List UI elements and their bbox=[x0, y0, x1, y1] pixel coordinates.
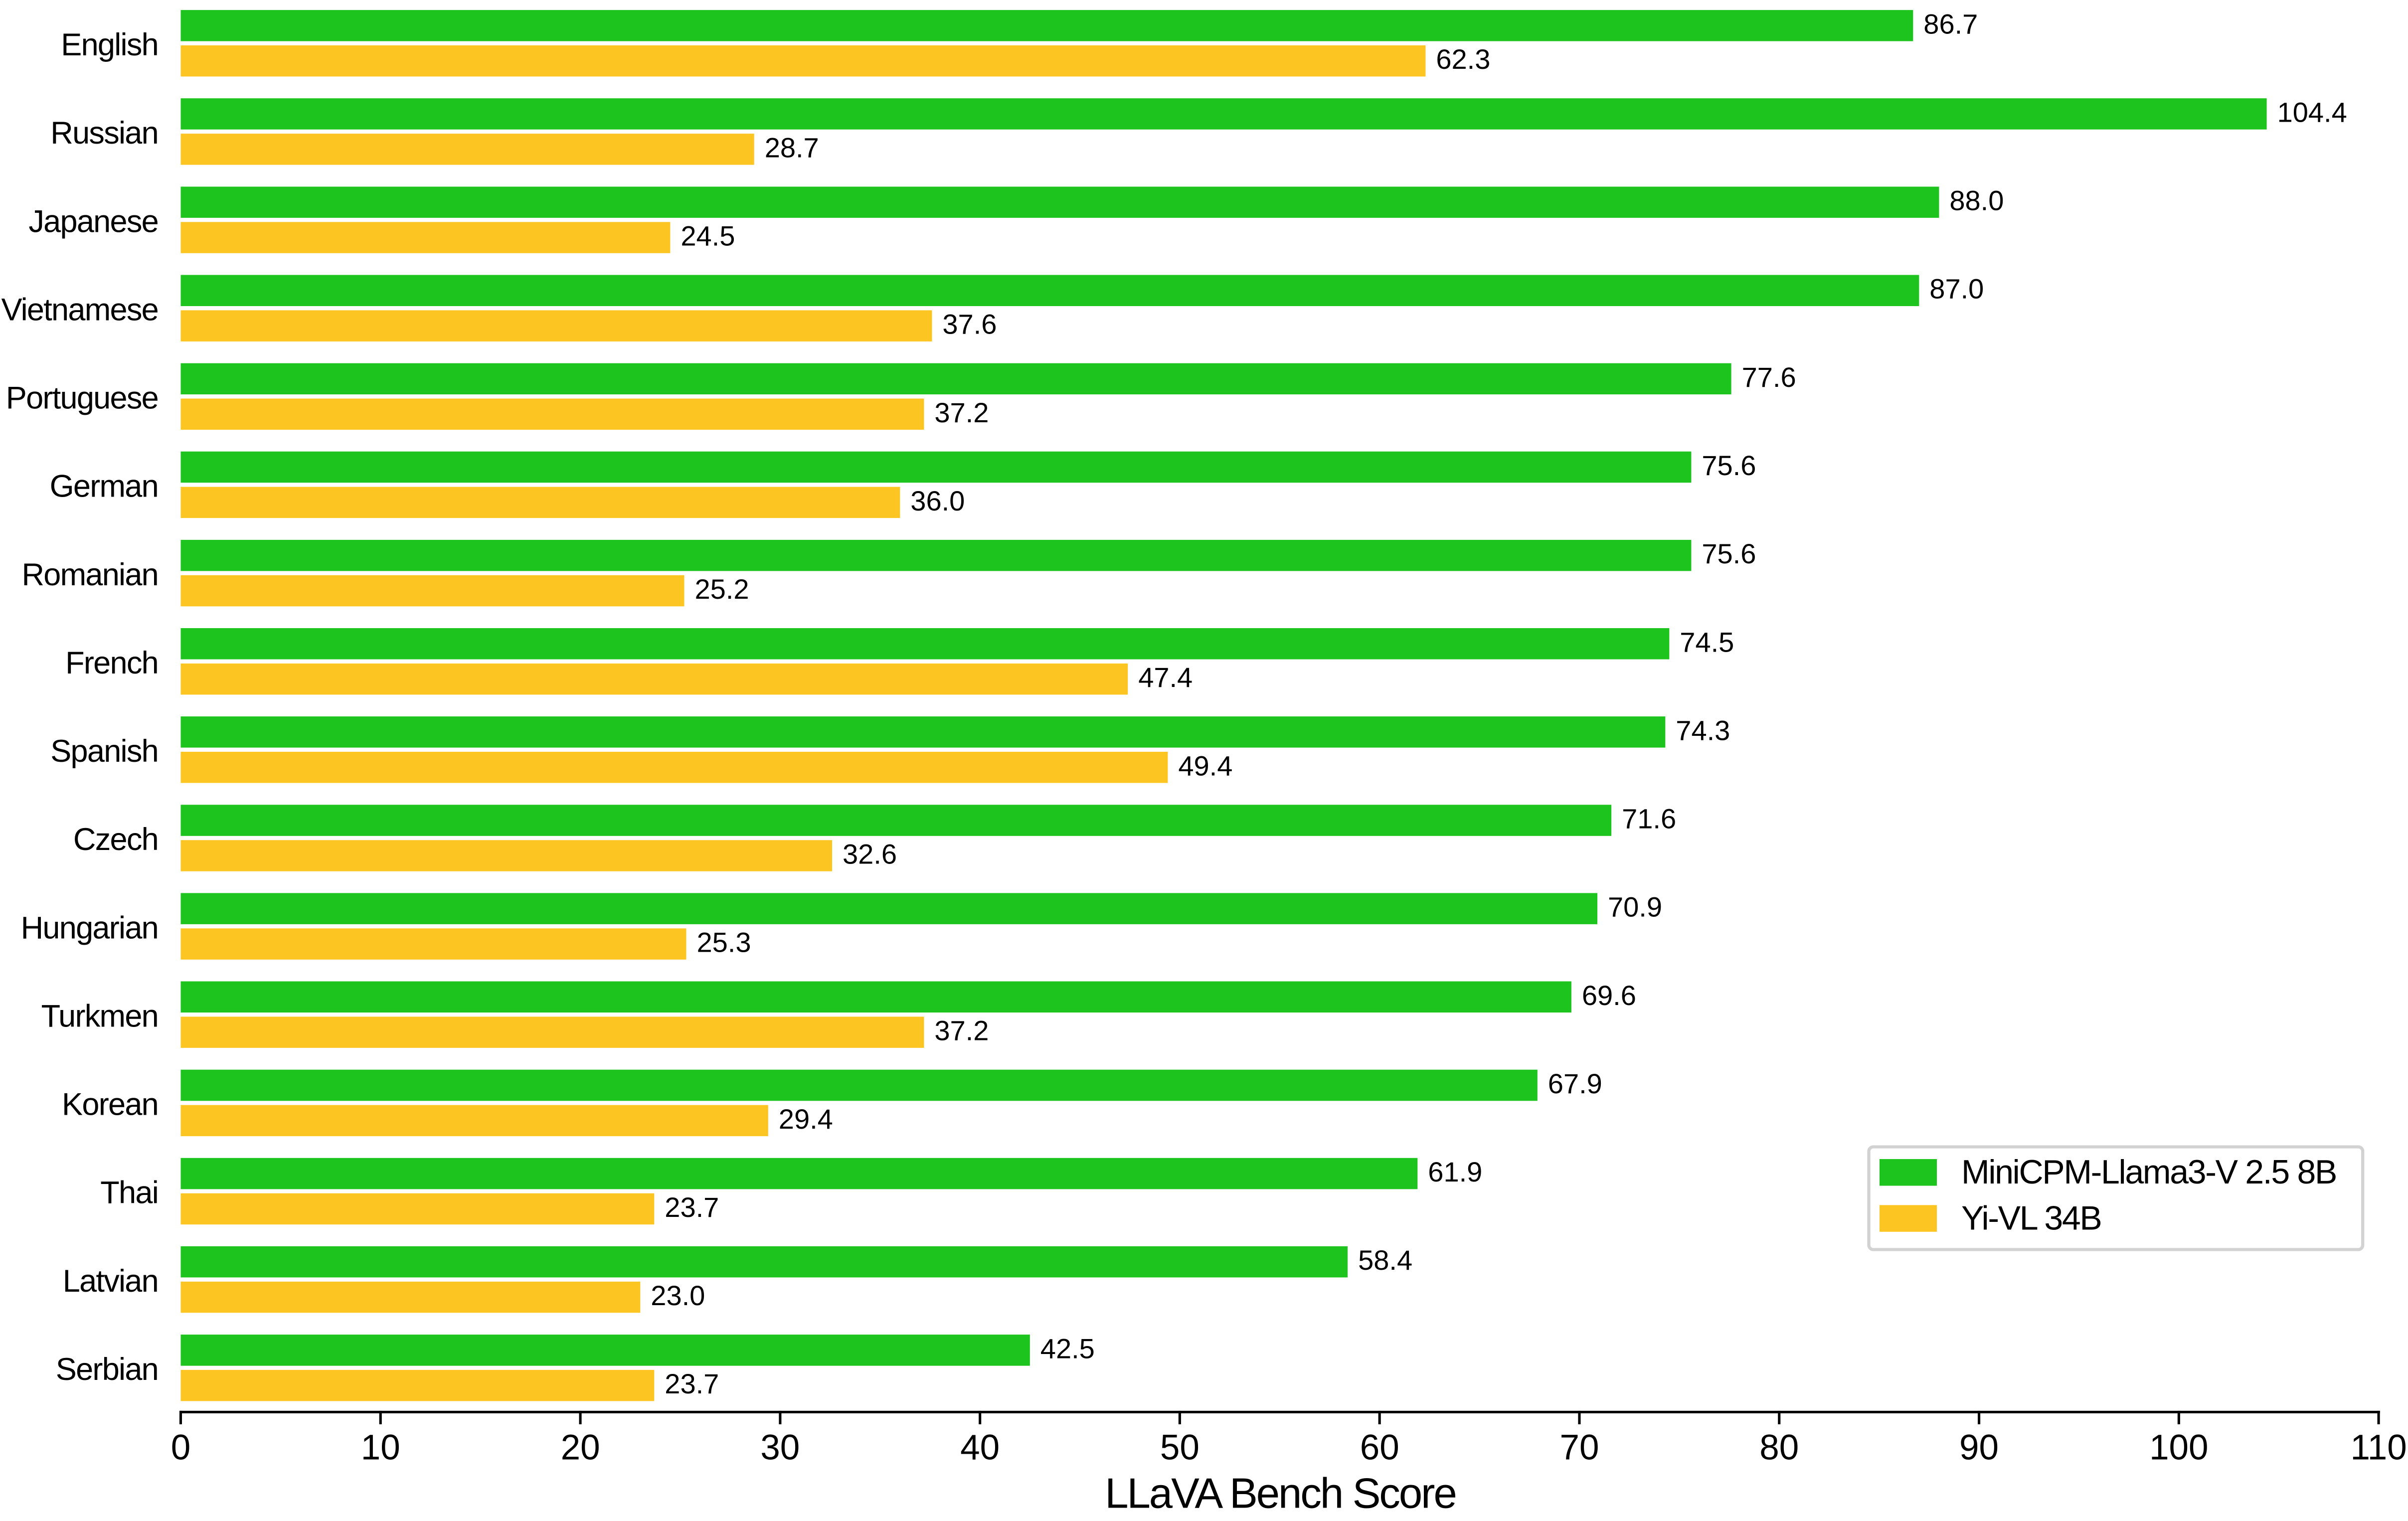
svg-text:Japanese: Japanese bbox=[28, 204, 158, 239]
svg-text:LLaVA Bench Score: LLaVA Bench Score bbox=[1105, 1470, 1456, 1518]
svg-text:86.7: 86.7 bbox=[1923, 8, 1978, 39]
svg-text:English: English bbox=[61, 27, 158, 62]
svg-text:37.6: 37.6 bbox=[942, 309, 997, 340]
svg-text:23.0: 23.0 bbox=[651, 1280, 705, 1311]
svg-text:Spanish: Spanish bbox=[50, 734, 158, 769]
svg-text:69.6: 69.6 bbox=[1582, 980, 1636, 1011]
svg-text:49.4: 49.4 bbox=[1178, 750, 1232, 781]
svg-text:50: 50 bbox=[1160, 1428, 1200, 1468]
svg-text:104.4: 104.4 bbox=[2277, 97, 2347, 128]
svg-text:100: 100 bbox=[2149, 1428, 2208, 1468]
svg-text:47.4: 47.4 bbox=[1138, 662, 1193, 693]
svg-text:Russian: Russian bbox=[50, 116, 158, 151]
svg-text:Czech: Czech bbox=[73, 822, 158, 857]
svg-text:29.4: 29.4 bbox=[779, 1103, 833, 1135]
svg-text:74.5: 74.5 bbox=[1680, 626, 1734, 658]
svg-text:23.7: 23.7 bbox=[665, 1191, 719, 1223]
svg-text:Thai: Thai bbox=[100, 1176, 158, 1210]
svg-text:Latvian: Latvian bbox=[63, 1264, 158, 1299]
svg-text:74.3: 74.3 bbox=[1676, 714, 1730, 746]
svg-text:62.3: 62.3 bbox=[1436, 43, 1490, 75]
svg-text:French: French bbox=[65, 646, 158, 680]
svg-text:Serbian: Serbian bbox=[56, 1352, 158, 1387]
svg-text:23.7: 23.7 bbox=[665, 1368, 719, 1399]
svg-text:37.2: 37.2 bbox=[934, 1015, 989, 1046]
svg-text:58.4: 58.4 bbox=[1358, 1244, 1412, 1276]
svg-text:110: 110 bbox=[2350, 1428, 2407, 1468]
svg-text:77.6: 77.6 bbox=[1742, 361, 1796, 393]
svg-text:61.9: 61.9 bbox=[1428, 1156, 1482, 1187]
svg-text:32.6: 32.6 bbox=[843, 838, 897, 869]
svg-text:36.0: 36.0 bbox=[910, 485, 965, 516]
svg-text:80: 80 bbox=[1759, 1428, 1799, 1468]
svg-text:MiniCPM-Llama3-V 2.5 8B: MiniCPM-Llama3-V 2.5 8B bbox=[1961, 1153, 2336, 1191]
svg-text:70: 70 bbox=[1560, 1428, 1599, 1468]
svg-text:Vietnamese: Vietnamese bbox=[1, 292, 158, 327]
svg-text:Yi-VL 34B: Yi-VL 34B bbox=[1961, 1199, 2101, 1237]
svg-text:70.9: 70.9 bbox=[1608, 891, 1662, 923]
svg-text:75.6: 75.6 bbox=[1702, 450, 1756, 481]
svg-text:25.3: 25.3 bbox=[697, 927, 751, 958]
svg-text:28.7: 28.7 bbox=[765, 132, 819, 163]
svg-text:30: 30 bbox=[760, 1428, 800, 1468]
svg-text:24.5: 24.5 bbox=[681, 220, 735, 252]
svg-text:25.2: 25.2 bbox=[695, 573, 749, 605]
svg-text:Portuguese: Portuguese bbox=[6, 381, 158, 416]
svg-text:90: 90 bbox=[1959, 1428, 1999, 1468]
svg-text:40: 40 bbox=[960, 1428, 1000, 1468]
svg-text:42.5: 42.5 bbox=[1040, 1333, 1095, 1364]
svg-text:Turkmen: Turkmen bbox=[41, 999, 158, 1033]
svg-text:Hungarian: Hungarian bbox=[21, 910, 158, 945]
svg-text:10: 10 bbox=[361, 1428, 400, 1468]
svg-text:0: 0 bbox=[171, 1428, 191, 1468]
svg-text:German: German bbox=[50, 469, 158, 504]
svg-text:71.6: 71.6 bbox=[1622, 803, 1676, 835]
svg-text:37.2: 37.2 bbox=[934, 397, 989, 428]
svg-text:20: 20 bbox=[561, 1428, 600, 1468]
svg-text:60: 60 bbox=[1360, 1428, 1399, 1468]
svg-text:67.9: 67.9 bbox=[1548, 1068, 1602, 1099]
svg-text:Romanian: Romanian bbox=[21, 557, 158, 592]
svg-text:88.0: 88.0 bbox=[1949, 185, 2004, 216]
svg-text:75.6: 75.6 bbox=[1702, 538, 1756, 569]
svg-text:87.0: 87.0 bbox=[1929, 273, 1984, 305]
svg-text:Korean: Korean bbox=[62, 1087, 158, 1122]
